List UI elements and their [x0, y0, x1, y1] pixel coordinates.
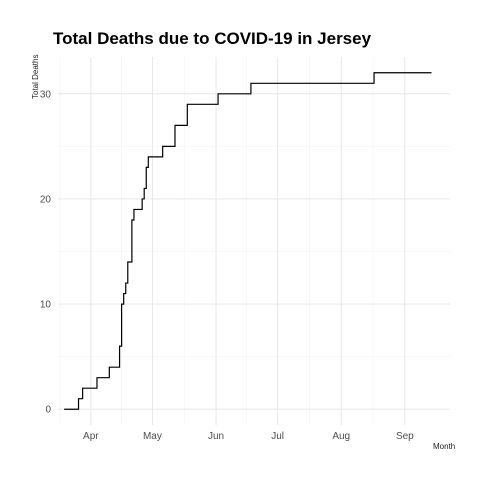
y-axis-title: Total Deaths: [31, 55, 40, 99]
chart-series: [64, 72, 432, 410]
x-tick-label: May: [143, 431, 162, 442]
x-tick-label: Jul: [271, 431, 284, 442]
y-axis-ticks: 0 10 20 30: [40, 89, 52, 415]
chart-title: Total Deaths due to COVID-19 in Jersey: [53, 29, 372, 48]
series-line: [64, 72, 432, 410]
x-tick-label: Apr: [83, 431, 99, 442]
x-axis-ticks: Apr May Jun Jul Aug Sep: [83, 431, 414, 442]
y-tick-label: 10: [40, 300, 52, 311]
y-tick-label: 20: [40, 194, 52, 205]
y-tick-label: 30: [40, 89, 52, 100]
x-axis-title: Month: [433, 442, 455, 451]
x-tick-label: Jun: [208, 431, 224, 442]
x-tick-label: Sep: [396, 431, 414, 442]
x-tick-label: Aug: [332, 431, 350, 442]
chart-grid: [58, 57, 450, 425]
y-tick-label: 0: [45, 405, 51, 416]
